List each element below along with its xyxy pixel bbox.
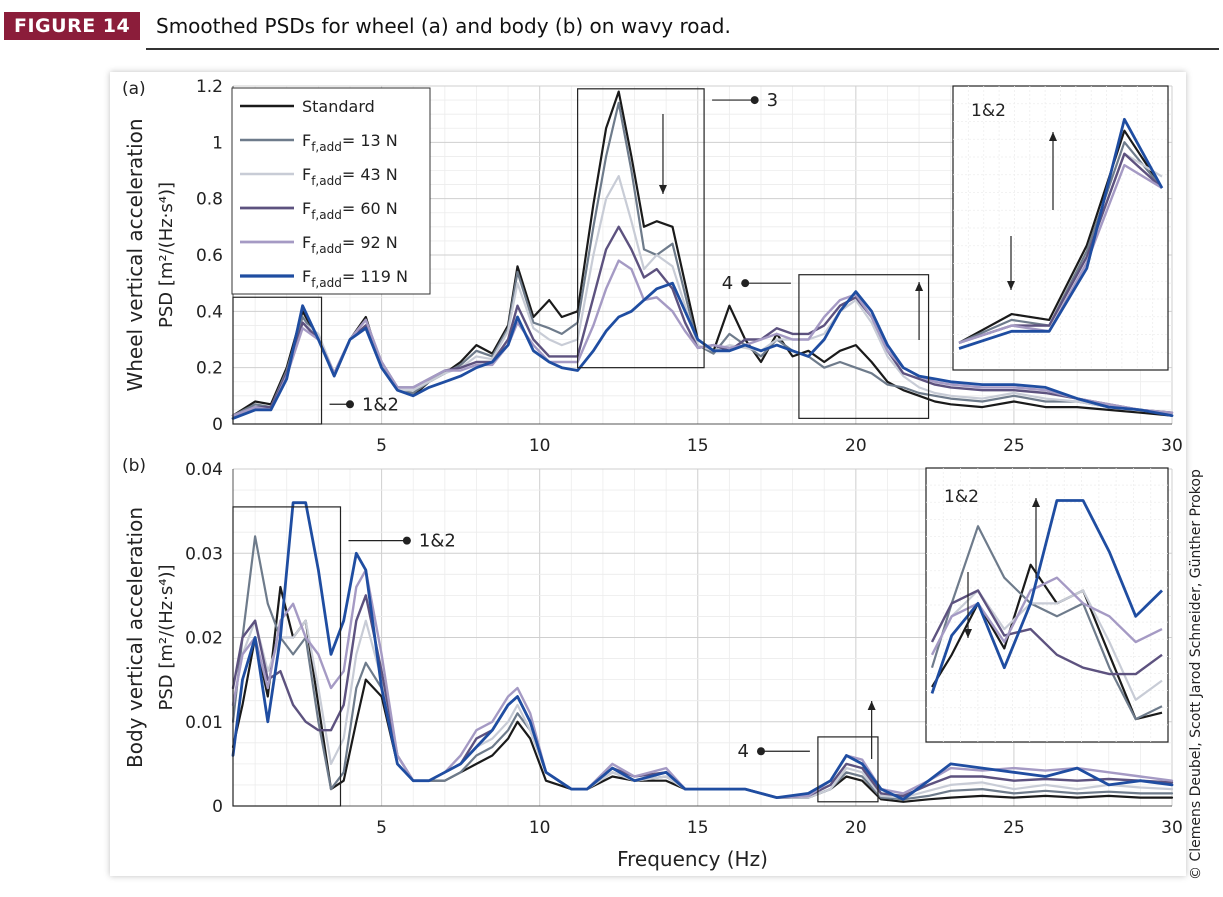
x-tick-label: 20 — [845, 818, 867, 838]
inset-series-line-3 — [930, 589, 1163, 676]
legend-entry: Standard — [302, 97, 375, 116]
annotation-box — [232, 296, 323, 425]
inset-series-line-1 — [958, 141, 1163, 344]
inset-series-line-2 — [931, 589, 1163, 701]
figure-caption: Smoothed PSDs for wheel (a) and body (b)… — [156, 14, 731, 38]
x-tick-label: 10 — [529, 818, 551, 838]
x-tick-label: 25 — [1003, 818, 1025, 838]
panel-label: (a) — [122, 79, 146, 99]
x-tick-label: 15 — [687, 436, 709, 456]
legend-entry: Ff,add= 119 N — [302, 267, 408, 290]
annotation-box — [798, 274, 930, 419]
y-tick-label: 1.2 — [196, 77, 223, 97]
legend-entry: Ff,add= 92 N — [302, 233, 398, 256]
series-line-5 — [231, 281, 1174, 420]
x-tick-label: 20 — [845, 436, 867, 456]
y-tick-label: 0.4 — [196, 302, 223, 322]
legend: Standard Ff,add= 13 N Ff,add= 43 N Ff,add= … — [231, 87, 431, 295]
y-tick-label: 0.6 — [196, 246, 223, 266]
panel-label: (b) — [122, 456, 146, 476]
y-axis-label-line2: PSD [m²/(Hz·s⁴)] — [156, 564, 177, 710]
plot-a: 5 10 15 20 25 30 0 0.2 0.4 0.6 0.8 1 1.2 (a) Wheel ver… — [122, 77, 1183, 456]
annotation-box — [577, 88, 705, 369]
inset-series-line-1 — [930, 525, 1163, 721]
annotation-label: 1&2 — [362, 394, 399, 415]
x-tick-label: 10 — [529, 436, 551, 456]
inset-series-line-0 — [958, 129, 1163, 344]
y-tick-label: 0.2 — [196, 359, 223, 379]
arrow-increase-peak4-head — [867, 701, 876, 710]
inset-label: 1&2 — [944, 487, 979, 507]
arrow-increase-peak4-head — [915, 282, 924, 291]
photo-credit: © Clemens Deubel, Scott Jarod Schneider,… — [1188, 469, 1204, 880]
inset-series-line-4 — [930, 576, 1163, 656]
y-tick-label: 0.03 — [185, 544, 223, 564]
annotation-dot — [345, 400, 354, 409]
y-tick-label: 0.8 — [196, 190, 223, 210]
x-axis-label: Frequency (Hz) — [617, 847, 768, 871]
arrow-decrease-peak3-head — [658, 185, 667, 194]
y-axis-label-line1: Body vertical acceleration — [123, 507, 147, 768]
y-axis-label-line1: Wheel vertical acceleration — [123, 118, 147, 391]
annotation-label: 4 — [738, 741, 749, 762]
inset-series-line-5 — [930, 499, 1163, 694]
series-line-5 — [231, 501, 1174, 801]
x-tick-label: 5 — [376, 436, 387, 456]
legend-entry: Ff,add= 13 N — [302, 131, 398, 154]
x-tick-label: 5 — [376, 818, 387, 838]
annotation-label: 4 — [722, 273, 733, 294]
y-tick-label: 0.02 — [185, 629, 223, 649]
annotation-dot — [741, 279, 750, 288]
figure-tag: FIGURE 14 — [4, 12, 141, 40]
x-tick-label: 25 — [1003, 436, 1025, 456]
y-tick-label: 0 — [212, 797, 223, 817]
annotation-box — [232, 506, 342, 807]
inset-series-line-5 — [958, 117, 1164, 350]
y-axis-label-line2: PSD [m²/(Hz·s⁴)] — [156, 182, 177, 328]
inset-a: 1&2 — [952, 85, 1169, 371]
x-tick-label: 30 — [1161, 436, 1183, 456]
annotation-dot — [756, 747, 765, 756]
y-tick-label: 0 — [212, 415, 223, 435]
x-tick-label: 15 — [687, 818, 709, 838]
inset-arrow-down-head — [1007, 281, 1015, 290]
legend-entry: Ff,add= 60 N — [302, 199, 398, 222]
chart-panel: 5 10 15 20 25 30 0 0.2 0.4 0.6 0.8 1 1.2 (a) Wheel ver… — [110, 72, 1186, 876]
inset-series-line-4 — [958, 163, 1163, 344]
header-rule — [146, 48, 1219, 50]
inset-label: 1&2 — [971, 101, 1006, 121]
y-tick-label: 0.04 — [185, 460, 223, 480]
legend-entry: Ff,add= 43 N — [302, 165, 398, 188]
inset-b: 1&2 — [925, 467, 1169, 743]
annotation-box — [817, 736, 879, 803]
x-tick-label: 30 — [1161, 818, 1183, 838]
annotation-dot — [402, 536, 411, 545]
annotation-label: 3 — [767, 90, 778, 111]
figure-header: FIGURE 14 Smoothed PSDs for wheel (a) an… — [0, 8, 1223, 50]
inset-arrow-up-head — [1049, 132, 1057, 141]
legend-box — [231, 87, 431, 295]
inset-arrow-down-head — [964, 629, 972, 638]
annotation-label: 1&2 — [419, 531, 456, 552]
y-tick-label: 0.01 — [185, 713, 223, 733]
y-tick-label: 1 — [212, 133, 223, 153]
inset-arrow-up-head — [1032, 498, 1040, 507]
plot-b: 5 10 15 20 25 30 0 0.01 0.02 0.03 0.04 (b) Body vert… — [122, 456, 1183, 871]
annotation-dot — [750, 96, 759, 105]
